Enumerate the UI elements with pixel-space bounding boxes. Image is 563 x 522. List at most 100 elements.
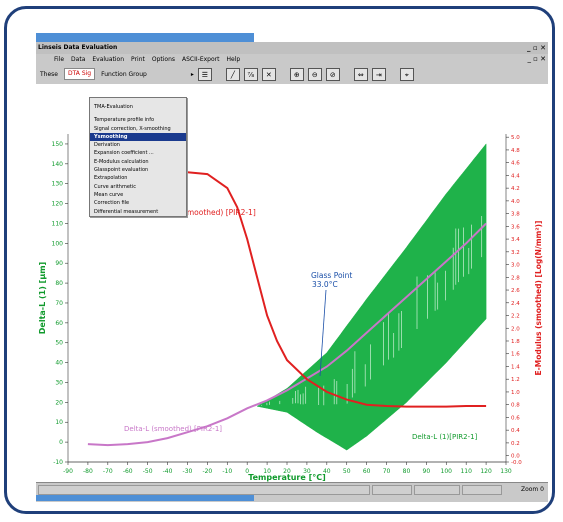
zoom-reset-icon[interactable]: ⊘ (325, 67, 340, 81)
left-axis-label: Delta-L (1) [µm] (38, 262, 47, 334)
y-right-tick-label: 3.2 (511, 250, 520, 256)
delete-tool-icon[interactable]: ✕ (261, 67, 276, 81)
x-tick-label: 0 (245, 468, 249, 475)
series-label-e-modulus: (smoothed) [PIR2-1] (180, 208, 256, 217)
window-title: Linseis Data Evaluation (38, 44, 118, 51)
x-tick-label: 10 (263, 468, 271, 475)
y-left-tick-label: 150 (52, 141, 64, 148)
function-group-menu[interactable]: Function Group (101, 70, 147, 78)
x-tick-label: 90 (423, 468, 431, 475)
x-tick-label: 120 (480, 468, 492, 475)
menu-item-ysmoothing[interactable]: Ysmoothing (90, 132, 186, 142)
y-left-tick-label: 120 (52, 201, 64, 208)
y-right-tick-label: 5.0 (511, 135, 520, 141)
app-window: Linseis Data Evaluation _ ▫ ✕ File Data … (36, 42, 548, 502)
e-modulus-line (167, 171, 487, 408)
y-right-tick-label: 4.0 (511, 199, 520, 205)
menu-data[interactable]: Data (71, 56, 86, 63)
y-right-tick-label: 1.4 (511, 364, 520, 370)
zoom-out-icon[interactable]: ⊖ (307, 67, 322, 81)
y-left-tick-label: -10 (53, 459, 63, 466)
series-label-delta-l-smoothed: Delta-L (smoothed) [PIR2-1] (124, 425, 222, 433)
menu-item-temperature-profile[interactable]: Temperature profile info (94, 117, 155, 124)
menu-item-signal-correction[interactable]: Signal correction, X-smoothing (94, 125, 171, 132)
window-controls[interactable]: _ ▫ ✕ (527, 44, 546, 52)
menu-item-derivation[interactable]: Derivation (94, 142, 120, 149)
y-left-tick-label: 30 (55, 379, 63, 386)
y-right-tick-label: 0.6 (511, 415, 520, 421)
y-right-tick-label: 0.2 (511, 441, 520, 447)
expand-icon[interactable]: ⇥ (371, 67, 386, 81)
y-left-tick-label: 70 (55, 300, 63, 307)
menu-item-expansion-coefficient[interactable]: Expansion coefficient ... (94, 150, 154, 157)
zoom-status: Zoom 0 (520, 486, 544, 493)
menu-item-curve-arithmetic[interactable]: Curve arithmetic (94, 183, 137, 190)
menu-print[interactable]: Print (131, 56, 145, 63)
x-tick-label: 20 (283, 468, 291, 475)
menu-item-mean-curve[interactable]: Mean curve (94, 191, 124, 198)
x-tick-label: 60 (363, 468, 371, 475)
y-right-tick-label: 0.4 (511, 428, 520, 434)
y-right-tick-label: 0.0 (511, 454, 520, 460)
zoom-in-icon[interactable]: ⊕ (289, 67, 304, 81)
delta-l-1-texture (258, 216, 483, 407)
menu-evaluation[interactable]: Evaluation (92, 56, 125, 63)
y-right-tick-label: 3.0 (511, 263, 520, 269)
y-right-tick-label: 2.4 (511, 301, 520, 307)
y-left-tick-label: 90 (55, 260, 63, 267)
selection-field[interactable]: DTA Sig (63, 68, 96, 80)
ticks-layer: -90 -80 -70 -60 -50 -40 -30 -20 -10 0 10 20 30 40 50 60… (52, 135, 523, 475)
y-right-tick-label: 0.8 (511, 403, 520, 409)
x-tick-label: 70 (383, 468, 391, 475)
y-left-tick-label: 50 (55, 340, 63, 347)
y-left-tick-label: 60 (55, 320, 63, 327)
menu-item-glasspoint[interactable]: Glasspoint evaluation (94, 167, 149, 174)
x-tick-label: -90 (63, 468, 73, 475)
scale-tool-icon[interactable]: ⅞ (243, 67, 258, 81)
menu-bar: File Data Evaluation Print Options ASCII… (36, 54, 548, 65)
x-tick-label: 100 (441, 468, 453, 475)
y-left-tick-label: 40 (55, 360, 63, 367)
right-axis-label: E-Modulus (smoothed) [Log(N/mm²)] (534, 221, 543, 376)
y-right-tick-label: 1.8 (511, 339, 520, 345)
y-left-tick-label: 110 (52, 220, 64, 227)
menu-file[interactable]: File (54, 56, 65, 63)
toolbar: These DTA Sig Function Group ▸ ☰ ╱ ⅞ ✕ ⊕… (36, 65, 548, 83)
menu-item-extrapolation[interactable]: Extrapolation (94, 175, 128, 182)
list-view-icon[interactable]: ☰ (197, 67, 212, 81)
document-window-controls[interactable]: _ ▫ ✕ (527, 55, 546, 63)
series-lines-layer (87, 171, 487, 447)
x-tick-label: 30 (303, 468, 311, 475)
y-right-tick-label: 1.0 (511, 390, 520, 396)
y-left-tick-label: 20 (55, 399, 63, 406)
y-right-tick-label: 4.2 (511, 186, 520, 192)
y-left-tick-label: 140 (52, 161, 64, 168)
menu-options[interactable]: Options (151, 56, 176, 63)
menu-item-differential[interactable]: Differential measurement (94, 208, 159, 215)
y-right-tick-label: 2.6 (511, 288, 520, 294)
accent-bar-top (36, 33, 254, 43)
y-right-tick-label: 2.0 (511, 326, 520, 332)
line-tool-icon[interactable]: ╱ (225, 67, 240, 81)
menu-arrow-icon: ▸ (190, 70, 194, 78)
x-tick-label: 50 (343, 468, 351, 475)
accent-bar-bottom (36, 495, 254, 501)
glass-point-pointer (319, 289, 327, 377)
y-right-tick-label: 3.4 (511, 237, 520, 243)
x-axis-label: Temperature [°C] (248, 473, 326, 482)
menu-ascii-export[interactable]: ASCII-Export (182, 56, 220, 63)
menu-item-correction-file[interactable]: Correction file (94, 200, 130, 207)
these-label: These (40, 70, 58, 78)
y-left-tick-label: 80 (55, 280, 63, 287)
x-tick-label: -80 (83, 468, 93, 475)
menu-item-e-modulus[interactable]: E-Modulus calculation (94, 158, 149, 165)
delta-l-smoothed-line (87, 222, 487, 447)
status-cell-a (372, 485, 412, 495)
x-tick-label: -50 (143, 468, 153, 475)
menu-item-tma-evaluation[interactable]: TMA-Evaluation (94, 104, 133, 110)
x-tick-label: 130 (500, 468, 512, 475)
fit-icon[interactable]: ⇔ (353, 67, 368, 81)
menu-help[interactable]: Help (226, 56, 241, 63)
cursor-tool-icon[interactable]: ⌖ (399, 67, 414, 81)
y-left-tick-label: 0 (59, 439, 63, 446)
